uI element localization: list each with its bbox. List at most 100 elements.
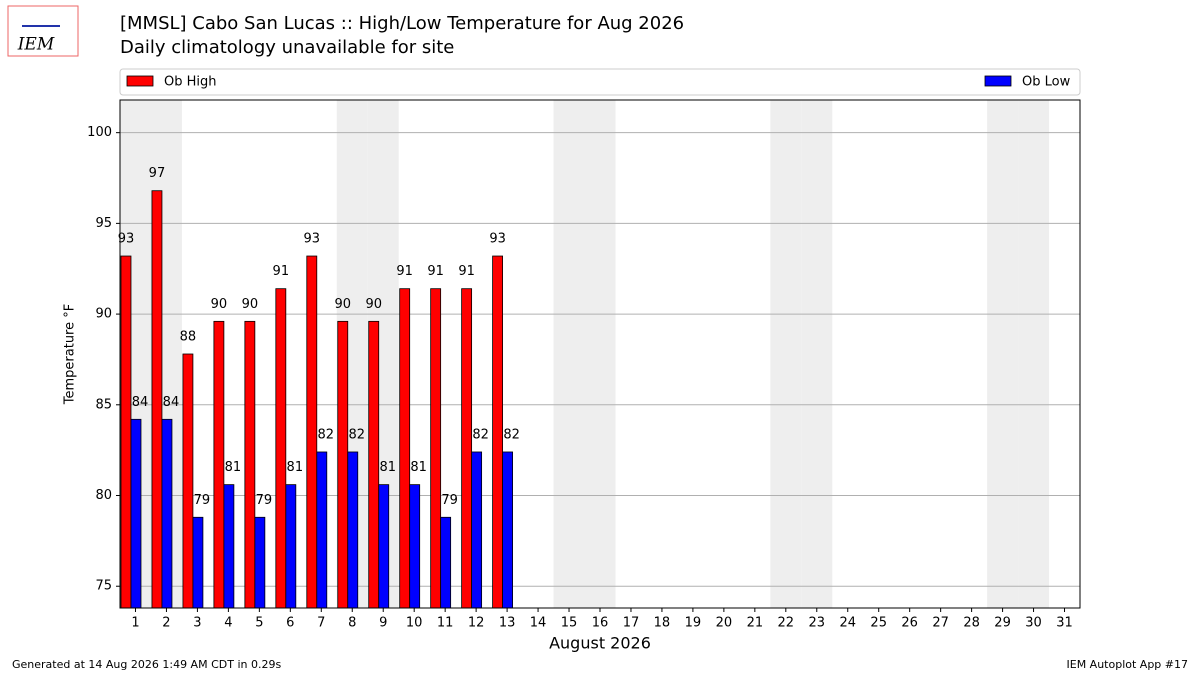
x-tick-label: 17 [623, 616, 640, 631]
weekend-band [987, 100, 1019, 608]
bar [306, 255, 318, 609]
x-tick-label: 20 [716, 616, 733, 631]
data-label: 82 [318, 427, 335, 442]
logo-frame [7, 5, 79, 57]
x-tick-label: 4 [224, 616, 232, 631]
data-label: 81 [287, 460, 304, 475]
x-tick-label: 18 [654, 616, 671, 631]
x-tick-label: 23 [809, 616, 826, 631]
x-tick-label: 9 [379, 616, 387, 631]
bar [161, 418, 173, 609]
bar [440, 516, 452, 609]
weekend-band [770, 100, 802, 608]
x-tick-label: 7 [317, 616, 325, 631]
weekend-band [553, 100, 585, 608]
x-tick-label: 1 [131, 616, 139, 631]
bar [399, 288, 411, 609]
data-label: 82 [348, 427, 365, 442]
bar [120, 255, 132, 609]
x-tick-label: 2 [162, 616, 170, 631]
data-label: 81 [410, 460, 427, 475]
data-label: 93 [489, 232, 506, 247]
legend-label: Ob High [164, 75, 217, 90]
data-label: 81 [379, 460, 396, 475]
bar [223, 484, 235, 609]
x-axis-label: August 2026 [549, 634, 651, 653]
data-label: 90 [365, 297, 382, 312]
bar [409, 484, 421, 609]
x-tick-label: 19 [685, 616, 702, 631]
bar [285, 484, 297, 609]
bar [182, 353, 194, 609]
bar [502, 451, 513, 609]
bar [130, 418, 142, 609]
bar [347, 451, 359, 609]
x-tick-label: 22 [778, 616, 795, 631]
data-label: 82 [472, 427, 489, 442]
data-label: 84 [163, 395, 180, 410]
x-tick-label: 5 [255, 616, 263, 631]
footer-right: IEM Autoplot App #17 [1067, 658, 1189, 671]
x-tick-label: 10 [406, 616, 423, 631]
data-label: 91 [273, 264, 290, 279]
bar [151, 190, 163, 609]
legend [119, 68, 1081, 96]
x-tick-label: 15 [561, 616, 578, 631]
x-tick-label: 16 [592, 616, 609, 631]
x-tick-label: 14 [530, 616, 547, 631]
bar [337, 320, 349, 609]
x-tick-label: 13 [499, 616, 516, 631]
y-tick-label: 90 [95, 307, 112, 322]
bar [471, 451, 483, 609]
bar [430, 288, 442, 609]
data-label: 93 [304, 232, 321, 247]
chart-title: [MMSL] Cabo San Lucas :: High/Low Temper… [120, 13, 684, 34]
data-label: 79 [256, 493, 273, 508]
chart-subtitle: Daily climatology unavailable for site [120, 37, 454, 58]
x-tick-label: 30 [1025, 616, 1042, 631]
x-tick-label: 12 [468, 616, 485, 631]
data-label: 91 [396, 264, 413, 279]
y-tick-label: 85 [95, 397, 112, 412]
bar [492, 255, 503, 609]
data-label: 90 [334, 297, 351, 312]
weekend-band [1018, 100, 1050, 608]
bar [461, 288, 473, 609]
data-label: 81 [225, 460, 242, 475]
logo-text: IEM [17, 35, 55, 55]
x-tick-label: 3 [193, 616, 201, 631]
data-label: 82 [503, 427, 520, 442]
x-tick-label: 29 [994, 616, 1011, 631]
y-tick-label: 100 [87, 125, 112, 140]
x-tick-label: 21 [747, 616, 764, 631]
x-tick-label: 26 [901, 616, 918, 631]
bar [192, 516, 204, 609]
data-label: 97 [149, 166, 166, 181]
legend-swatch [984, 75, 1012, 87]
bar [213, 320, 225, 609]
x-tick-label: 24 [839, 616, 856, 631]
x-tick-label: 27 [932, 616, 949, 631]
bar [316, 451, 328, 609]
y-tick-label: 95 [95, 216, 112, 231]
y-tick-label: 80 [95, 488, 112, 503]
data-label: 84 [132, 395, 149, 410]
data-label: 91 [427, 264, 444, 279]
bar [254, 516, 266, 609]
x-tick-label: 28 [963, 616, 980, 631]
x-tick-label: 31 [1056, 616, 1073, 631]
data-label: 93 [118, 232, 135, 247]
plot-frame [119, 99, 1081, 609]
weekend-band [801, 100, 833, 608]
bar [275, 288, 287, 609]
x-tick-label: 6 [286, 616, 294, 631]
data-label: 90 [242, 297, 259, 312]
x-tick-label: 8 [348, 616, 356, 631]
data-label: 91 [458, 264, 475, 279]
bar [378, 484, 390, 609]
bar [368, 320, 380, 609]
legend-label: Ob Low [1022, 75, 1071, 90]
y-axis-label: Temperature °F [63, 304, 78, 405]
weekend-band [584, 100, 616, 608]
